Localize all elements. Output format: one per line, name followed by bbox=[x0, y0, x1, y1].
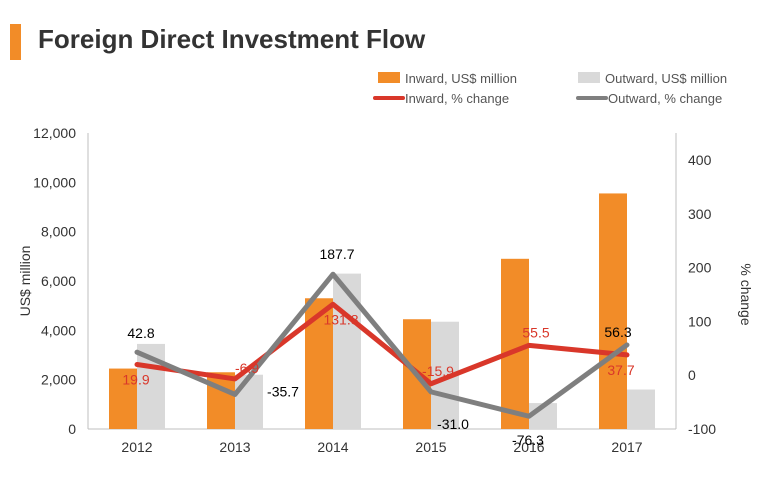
outward-change-label: 42.8 bbox=[127, 325, 154, 341]
inward-change-label: -15.9 bbox=[422, 363, 454, 379]
outward-change-label: -76.3 bbox=[512, 432, 544, 448]
y2-tick-label: 200 bbox=[688, 260, 712, 276]
x-tick-label: 2015 bbox=[415, 439, 446, 455]
y2-tick-label: 100 bbox=[688, 313, 712, 329]
legend-swatch bbox=[378, 72, 400, 83]
y2-tick-label: 300 bbox=[688, 206, 712, 222]
outward-change-label: -31.0 bbox=[437, 416, 469, 432]
y-tick-label: 12,000 bbox=[33, 125, 76, 141]
y-tick-label: 4,000 bbox=[41, 322, 76, 338]
x-tick-label: 2017 bbox=[611, 439, 642, 455]
inward-change-line bbox=[134, 301, 630, 387]
y2-axis-title: % change bbox=[738, 263, 754, 325]
inward-change-label: 19.9 bbox=[122, 371, 149, 387]
outward-change-label: 187.7 bbox=[319, 246, 354, 262]
title-accent-bar bbox=[10, 24, 21, 60]
x-tick-label: 2014 bbox=[317, 439, 348, 455]
bars bbox=[109, 193, 655, 429]
x-tick-label: 2016 bbox=[513, 439, 544, 455]
x-tick-label: 2012 bbox=[121, 439, 152, 455]
inward-change-label: 37.7 bbox=[607, 362, 634, 378]
axes: 0 2,000 4,000 6,000 8,000 10,000 12,000 -100 0 10… bbox=[17, 125, 754, 455]
legend-swatch bbox=[578, 72, 600, 83]
inward-bar bbox=[599, 193, 627, 429]
inward-bar bbox=[109, 368, 137, 429]
x-tick-label: 2013 bbox=[219, 439, 250, 455]
legend-label: Inward, US$ million bbox=[405, 71, 517, 86]
legend-label: Inward, % change bbox=[405, 91, 509, 106]
inward-change-label: -6.9 bbox=[235, 360, 259, 376]
inward-change-label: 55.5 bbox=[522, 324, 549, 340]
y-axis-title: US$ million bbox=[17, 246, 33, 317]
y-tick-label: 10,000 bbox=[33, 174, 76, 190]
outward-bar bbox=[333, 273, 361, 429]
outward-bar bbox=[627, 389, 655, 429]
data-labels: 19.9 -6.9 131.8 -15.9 55.5 37.7 42.8 -35.7 187.7… bbox=[122, 246, 634, 448]
y2-tick-label: 0 bbox=[688, 367, 696, 383]
y-tick-label: 6,000 bbox=[41, 273, 76, 289]
lines bbox=[134, 271, 630, 419]
legend-label: Outward, US$ million bbox=[605, 71, 727, 86]
y2-tick-label: 400 bbox=[688, 152, 712, 168]
outward-change-label: 56.3 bbox=[604, 324, 631, 340]
outward-change-label: -35.7 bbox=[267, 383, 299, 399]
inward-change-label: 131.8 bbox=[323, 311, 358, 327]
y2-tick-label: -100 bbox=[688, 421, 716, 437]
outward-change-line bbox=[134, 271, 630, 419]
inward-bar bbox=[501, 258, 529, 429]
y-tick-label: 2,000 bbox=[41, 372, 76, 388]
y-tick-label: 8,000 bbox=[41, 224, 76, 240]
legend: Inward, US$ million Outward, US$ million I… bbox=[373, 71, 727, 106]
y-tick-label: 0 bbox=[68, 421, 76, 437]
legend-label: Outward, % change bbox=[608, 91, 722, 106]
outward-bar bbox=[235, 374, 263, 429]
chart-title: Foreign Direct Investment Flow bbox=[38, 24, 426, 54]
